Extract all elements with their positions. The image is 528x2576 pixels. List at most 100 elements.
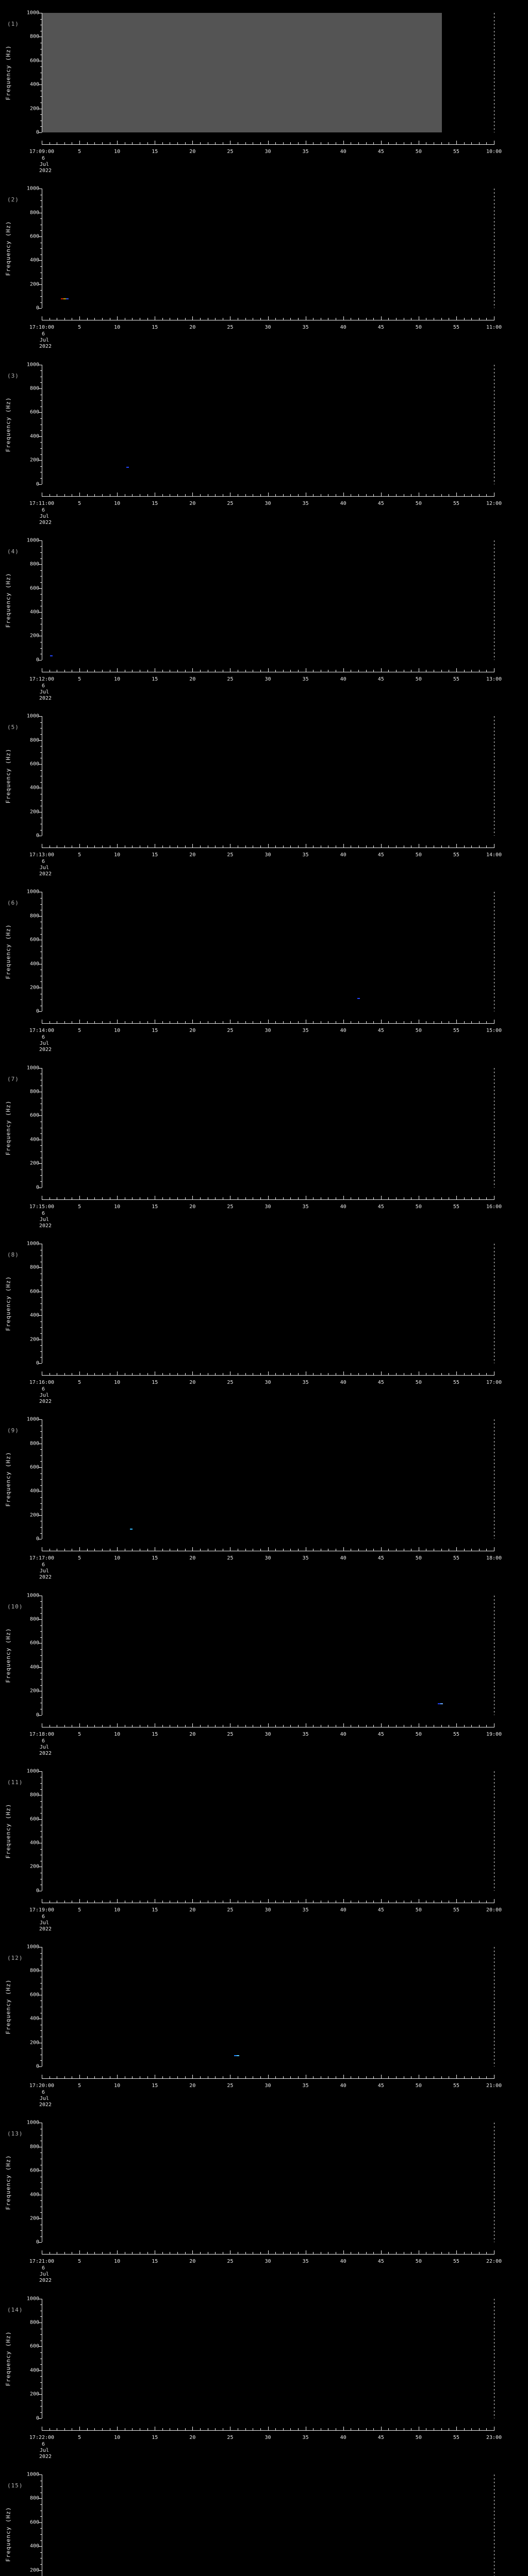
y-major-tick xyxy=(39,916,42,917)
x-minor-tick xyxy=(486,142,487,144)
y-tick-label: 0 xyxy=(36,1536,39,1542)
x-tick-label: 25 xyxy=(227,500,234,506)
x-tick-label: 55 xyxy=(453,1731,459,1737)
x-major-tick xyxy=(117,2250,118,2255)
y-minor-tick xyxy=(40,1151,42,1153)
x-minor-tick xyxy=(87,1900,88,1903)
x-minor-tick xyxy=(388,2076,389,2079)
x-tick-label: 5 xyxy=(78,852,81,858)
x-minor-tick xyxy=(132,142,133,144)
x-tick-label: 40 xyxy=(340,1731,346,1737)
x-tick-label: 40 xyxy=(340,1379,346,1385)
x-minor-tick xyxy=(200,494,201,496)
y-tick-label: 1000 xyxy=(26,889,39,895)
x-tick-label: 35 xyxy=(302,2434,309,2441)
x-minor-tick xyxy=(94,1900,95,1903)
y-tick-label: 800 xyxy=(29,2495,39,2501)
signal-event xyxy=(61,298,64,300)
x-major-tick xyxy=(192,1195,193,1199)
y-minor-tick xyxy=(40,2200,42,2201)
y-axis-title: Frequency (Hz) xyxy=(5,45,12,100)
x-tick-label: 40 xyxy=(340,1204,346,1210)
x-tick-label: 35 xyxy=(302,2259,309,2265)
x-tick-label: 20 xyxy=(189,1907,196,1913)
x-minor-tick xyxy=(298,1900,299,1903)
x-tick-label: 40 xyxy=(340,852,346,858)
x-minor-tick xyxy=(471,2076,472,2079)
y-minor-tick xyxy=(40,2182,42,2183)
x-minor-tick xyxy=(200,669,201,672)
x-minor-tick xyxy=(464,2252,465,2255)
x-minor-tick xyxy=(395,2428,397,2430)
y-minor-tick xyxy=(40,1685,42,1686)
panel-index-label: (2) xyxy=(7,196,19,204)
x-minor-tick xyxy=(162,845,163,848)
x-minor-tick xyxy=(388,2428,389,2430)
date-line: 6 xyxy=(41,1210,45,1216)
x-major-tick xyxy=(381,1195,382,1199)
x-minor-tick xyxy=(64,142,65,144)
y-tick-label: 1000 xyxy=(26,2296,39,2302)
date-line: 6 xyxy=(41,2441,45,2447)
x-minor-tick xyxy=(290,494,291,496)
x-tick-label: 15 xyxy=(152,500,158,506)
x-minor-tick xyxy=(388,1724,389,1727)
y-minor-tick xyxy=(40,2316,42,2317)
x-major-tick xyxy=(381,316,382,320)
x-minor-tick xyxy=(358,1021,359,1024)
y-tick-label: 0 xyxy=(36,305,39,311)
x-minor-tick xyxy=(358,2076,359,2079)
x-tick-label: 50 xyxy=(415,852,422,858)
x-tick-label: 40 xyxy=(340,2259,346,2265)
x-minor-tick xyxy=(147,669,148,672)
x-tick-label: 20 xyxy=(189,1731,196,1737)
x-minor-tick xyxy=(283,1900,284,1903)
x-minor-tick xyxy=(275,1197,276,1199)
y-minor-tick xyxy=(40,1679,42,1680)
y-minor-tick xyxy=(40,934,42,935)
x-tick-label: 45 xyxy=(377,852,384,858)
x-minor-tick xyxy=(132,669,133,672)
x-minor-tick xyxy=(260,1900,261,1903)
y-minor-tick xyxy=(40,1982,42,1984)
y-minor-tick xyxy=(40,1327,42,1328)
y-minor-tick xyxy=(40,1473,42,1474)
y-minor-tick xyxy=(40,2400,42,2401)
y-tick-label: 0 xyxy=(36,657,39,663)
date-line: 2022 xyxy=(39,2278,52,2284)
y-tick-label: 800 xyxy=(29,1616,39,1622)
x-major-tick xyxy=(343,316,344,320)
y-tick-label: 1000 xyxy=(26,362,39,368)
x-minor-tick xyxy=(478,318,480,320)
x-minor-tick xyxy=(64,1549,65,1551)
x-minor-tick xyxy=(313,318,314,320)
x-tick-label: 35 xyxy=(302,1555,309,1562)
x-minor-tick xyxy=(486,1197,487,1199)
x-tick-label: 25 xyxy=(227,1204,234,1210)
x-minor-tick xyxy=(366,142,367,144)
x-major-tick xyxy=(343,141,344,144)
spectrogram-panel-8: (8) Frequency (Hz) 0 200 400 600 800 1000 5 10 1… xyxy=(0,1230,528,1407)
x-tick-label: 50 xyxy=(415,325,422,331)
y-axis-title: Frequency (Hz) xyxy=(5,1100,12,1156)
x-tick-label: 40 xyxy=(340,2434,346,2441)
x-tick-label: 35 xyxy=(302,1731,309,1737)
date-line: Jul xyxy=(39,2447,50,2453)
y-minor-tick xyxy=(40,1285,42,1286)
x-major-tick xyxy=(79,1723,80,1727)
x-minor-tick xyxy=(177,1372,178,1375)
x-tick-label: 25 xyxy=(227,325,234,331)
panel-index-label: (11) xyxy=(7,1778,23,1786)
x-tick-label: 50 xyxy=(415,1028,422,1034)
x-minor-tick xyxy=(478,845,480,848)
x-minor-tick xyxy=(185,1900,186,1903)
x-minor-tick xyxy=(313,845,314,848)
y-major-tick xyxy=(39,260,42,261)
x-tick-label: 35 xyxy=(302,1028,309,1034)
end-time-label: 14:00 xyxy=(486,852,502,858)
x-minor-tick xyxy=(102,2428,103,2430)
x-minor-tick xyxy=(283,2428,284,2430)
x-minor-tick xyxy=(478,1021,480,1024)
x-minor-tick xyxy=(200,1724,201,1727)
y-minor-tick xyxy=(40,1351,42,1352)
